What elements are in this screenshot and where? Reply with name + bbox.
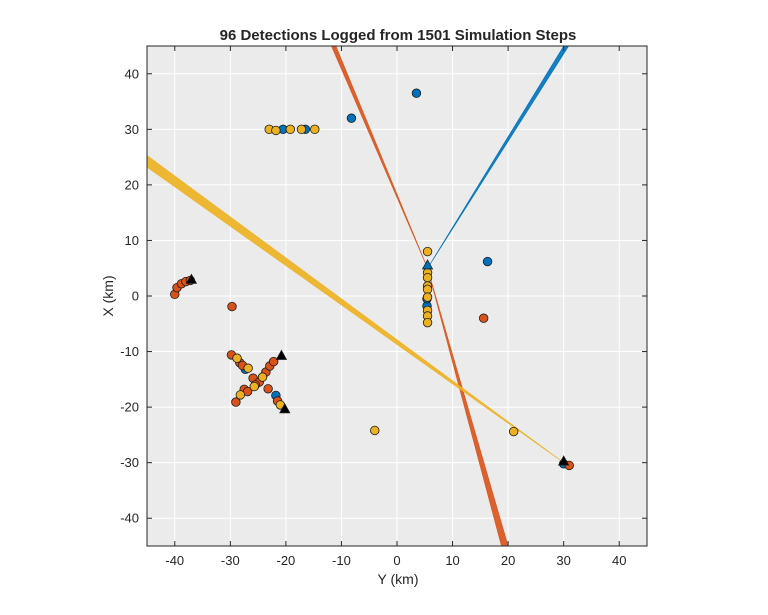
platform-markers	[185, 259, 570, 466]
y-tick-label: -10	[120, 344, 139, 359]
orange-detection	[268, 356, 279, 367]
y-tick-label: 30	[125, 122, 139, 137]
platform-marker	[185, 273, 198, 284]
ticks: -40 -30 -20 -10 0 10 20 30 40 -40 -30 -20 -10 0 10 20 30…	[120, 46, 647, 568]
orange-detection	[227, 301, 237, 312]
chart-title: 96 Detections Logged from 1501 Simulatio…	[220, 27, 577, 44]
y-tick-label: 40	[125, 66, 139, 81]
x-axis-label: Y (km)	[378, 571, 419, 587]
x-tick-label: 30	[556, 553, 570, 568]
y-tick-label: 0	[132, 289, 139, 304]
yellow-detection	[243, 363, 253, 373]
yellow-detection	[422, 317, 433, 328]
x-tick-label: 40	[612, 553, 626, 568]
platform-marker	[279, 403, 291, 414]
yellow-detection	[257, 372, 268, 382]
yellow-detection	[235, 390, 246, 400]
y-tick-label: -20	[120, 400, 139, 415]
x-tick-label: -30	[221, 553, 240, 568]
yellow-detection	[249, 381, 259, 392]
yellow-detection	[232, 353, 242, 363]
y-tick-label: 10	[125, 233, 139, 248]
yellow-detection	[285, 124, 296, 135]
x-tick-label: 0	[393, 553, 400, 568]
blue-detection	[411, 88, 422, 98]
blue-detection	[482, 256, 493, 267]
x-tick-label: -40	[165, 553, 184, 568]
platform-marker	[275, 349, 288, 360]
yellow-detection	[422, 272, 433, 283]
yellow-detection	[296, 124, 307, 135]
orange-detection	[478, 313, 489, 323]
x-tick-label: 20	[501, 553, 515, 568]
y-tick-label: -30	[120, 455, 139, 470]
yellow-detection	[422, 292, 433, 302]
y-axis-label: X (km)	[100, 275, 116, 316]
orange-detection	[231, 397, 241, 407]
platform-marker	[557, 455, 570, 466]
beams	[146, 45, 570, 547]
yellow-detection	[508, 426, 519, 437]
yellow-detection	[422, 246, 433, 257]
yellow-detection	[370, 425, 380, 436]
orange-detection	[263, 384, 273, 394]
blue-detection	[346, 113, 357, 123]
y-tick-label: 20	[125, 177, 139, 192]
platform-marker	[421, 259, 434, 270]
x-tick-label: -20	[276, 553, 295, 568]
x-tick-label: 10	[445, 553, 459, 568]
y-tick-label: -40	[120, 511, 139, 526]
x-tick-label: -10	[332, 553, 351, 568]
yellow-detection	[271, 125, 281, 136]
yellow-detection	[422, 284, 433, 295]
yellow-detection	[310, 124, 320, 135]
